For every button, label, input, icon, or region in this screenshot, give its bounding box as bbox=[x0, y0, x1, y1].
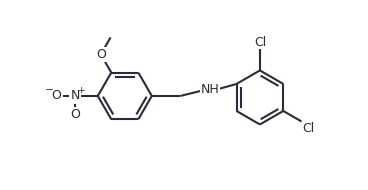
Text: −: − bbox=[45, 85, 54, 95]
Text: +: + bbox=[77, 86, 85, 95]
Text: NH: NH bbox=[201, 83, 219, 97]
Text: O: O bbox=[52, 89, 61, 102]
Text: O: O bbox=[96, 48, 106, 61]
Text: O: O bbox=[70, 108, 80, 121]
Text: Cl: Cl bbox=[302, 122, 315, 135]
Text: N: N bbox=[71, 89, 80, 102]
Text: Cl: Cl bbox=[254, 36, 266, 49]
